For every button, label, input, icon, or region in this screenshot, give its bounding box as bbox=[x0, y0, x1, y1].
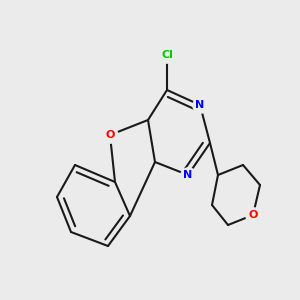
Text: N: N bbox=[183, 170, 193, 180]
Text: O: O bbox=[248, 210, 258, 220]
Text: O: O bbox=[105, 130, 115, 140]
Text: Cl: Cl bbox=[161, 50, 173, 60]
Text: N: N bbox=[195, 100, 205, 110]
